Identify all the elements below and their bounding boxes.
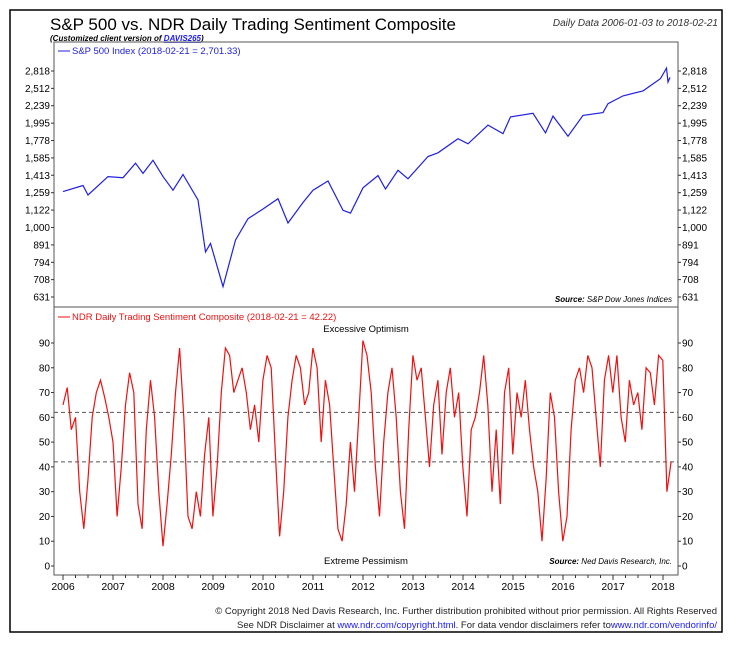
y-tick-label-right: 2,512	[682, 84, 707, 95]
y-tick-label-right: 1,995	[682, 119, 707, 130]
y-tick-label-left: 2,239	[25, 101, 50, 112]
y-tick-label-right: 40	[682, 462, 694, 473]
y-tick-label-right: 794	[682, 258, 699, 269]
y-tick-label-left: 30	[39, 487, 51, 498]
x-tick-label: 2006	[51, 581, 75, 593]
y-tick-label-left: 1,259	[25, 188, 50, 199]
y-tick-label-right: 1,585	[682, 153, 707, 164]
y-tick-label-left: 60	[39, 413, 51, 424]
davis-link[interactable]: DAVIS265	[164, 34, 202, 43]
x-tick-label: 2007	[101, 581, 125, 593]
y-tick-label-right: 1,778	[682, 136, 707, 147]
y-tick-label-right: 60	[682, 413, 694, 424]
y-tick-label-left: 1,122	[25, 206, 50, 217]
y-tick-label-left: 891	[33, 240, 50, 251]
y-tick-label-right: 631	[682, 293, 699, 304]
x-tick-label: 2018	[651, 581, 675, 593]
y-tick-label-left: 2,512	[25, 84, 50, 95]
y-tick-label-left: 1,778	[25, 136, 50, 147]
sp500-line	[62, 66, 671, 289]
excessive-optimism-label: Excessive Optimism	[323, 324, 409, 335]
x-tick-label: 2014	[451, 581, 475, 593]
sp500-source: Source: S&P Dow Jones Indices	[555, 295, 672, 304]
y-tick-label-right: 1,413	[682, 171, 707, 182]
y-tick-label-left: 10	[39, 537, 51, 548]
sentiment-plot-frame	[53, 306, 679, 576]
y-tick-label-left: 50	[39, 438, 51, 449]
y-tick-label-left: 40	[39, 462, 51, 473]
x-tick-label: 2008	[151, 581, 175, 593]
y-tick-label-right: 0	[682, 562, 688, 573]
outer-border	[9, 9, 723, 633]
y-tick-label-left: 80	[39, 363, 51, 374]
y-tick-label-right: 708	[682, 275, 699, 286]
y-tick-label-left: 90	[39, 339, 51, 350]
y-tick-label-right: 2,239	[682, 101, 707, 112]
y-tick-label-right: 70	[682, 388, 694, 399]
x-tick-label: 2010	[251, 581, 275, 593]
copyright: © Copyright 2018 Ned Davis Research, Inc…	[215, 606, 717, 617]
y-tick-label-right: 20	[682, 512, 694, 523]
y-tick-label-left: 1,000	[25, 223, 50, 234]
sentiment-panel: 0 0 10 10 20 20 30 30 40 40 50 50 60 60 70 70 80 80 90 90 ND…	[39, 306, 694, 576]
x-tick-label: 2015	[501, 581, 525, 593]
y-tick-label-right: 891	[682, 240, 699, 251]
y-tick-label-right: 50	[682, 438, 694, 449]
copyright-link[interactable]: www.ndr.com/copyright.html	[336, 620, 455, 631]
y-tick-label-left: 631	[33, 293, 50, 304]
vendorinfo-link[interactable]: www.ndr.com/vendorinfo/	[610, 620, 717, 631]
chart-title: S&P 500 vs. NDR Daily Trading Sentiment …	[50, 15, 456, 34]
x-tick-label: 2013	[401, 581, 425, 593]
subtitle: (Customized client version of DAVIS265)	[50, 34, 204, 43]
sp500-plot-frame	[53, 41, 679, 308]
x-tick-label: 2009	[201, 581, 225, 593]
sp500-panel: 2,818 2,818 2,512 2,512 2,239 2,239 1,995 1,995…	[25, 41, 707, 308]
extreme-pessimism-label: Extreme Pessimism	[324, 556, 408, 567]
y-tick-label-right: 1,122	[682, 206, 707, 217]
sentiment-legend: NDR Daily Trading Sentiment Composite (2…	[72, 312, 336, 323]
y-tick-label-left: 1,995	[25, 119, 50, 130]
date-range: Daily Data 2006-01-03 to 2018-02-21	[553, 18, 718, 29]
y-tick-label-right: 10	[682, 537, 694, 548]
y-tick-label-right: 1,259	[682, 188, 707, 199]
y-tick-label-left: 70	[39, 388, 51, 399]
x-tick-label: 2016	[551, 581, 575, 593]
y-tick-label-right: 1,000	[682, 223, 707, 234]
x-tick-label: 2012	[351, 581, 375, 593]
y-tick-label-left: 2,818	[25, 67, 50, 78]
y-tick-label-right: 2,818	[682, 67, 707, 78]
sp500-legend: S&P 500 Index (2018-02-21 = 2,701.33)	[72, 46, 241, 57]
x-tick-label: 2017	[601, 581, 625, 593]
sentiment-source: Source: Ned Davis Research, Inc.	[549, 557, 672, 566]
y-tick-label-left: 708	[33, 275, 50, 286]
y-tick-label-right: 80	[682, 363, 694, 374]
y-tick-label-left: 794	[33, 258, 50, 269]
sentiment-line	[62, 340, 672, 547]
x-tick-label: 2011	[302, 581, 325, 593]
y-tick-label-right: 30	[682, 487, 694, 498]
y-tick-label-right: 90	[682, 339, 694, 350]
disclaimer: See NDR Disclaimer at www.ndr.com/copyri…	[237, 620, 717, 631]
y-tick-label-left: 1,585	[25, 153, 50, 164]
x-axis: 2006 2007 2008 2009 2010 2011 2012 2013 2014 2015…	[51, 575, 675, 593]
y-tick-label-left: 1,413	[25, 171, 50, 182]
y-tick-label-left: 0	[44, 562, 50, 573]
y-tick-label-left: 20	[39, 512, 51, 523]
